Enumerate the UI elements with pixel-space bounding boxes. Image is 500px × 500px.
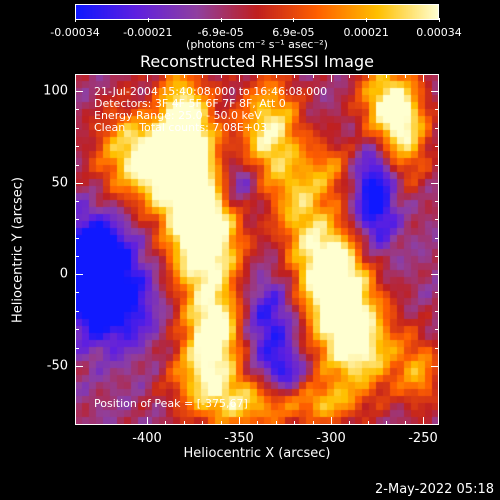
colorbar-tick-label: -0.00021: [123, 26, 173, 39]
colorbar-tick-label: 6.9e-05: [272, 26, 315, 39]
tick-mark: [75, 219, 79, 221]
tick-mark: [257, 74, 259, 78]
tick-mark: [220, 421, 222, 425]
tick-mark: [75, 347, 79, 349]
tick-mark: [386, 74, 388, 78]
tick-mark: [239, 417, 240, 425]
colorbar-tick-mark: [366, 18, 368, 22]
tick-mark: [312, 421, 314, 425]
tick-mark: [183, 421, 185, 425]
tick-mark: [275, 421, 277, 425]
x-tick-label: -350: [224, 431, 254, 446]
x-tick-label: -250: [408, 431, 438, 446]
tick-mark: [183, 74, 185, 78]
tick-mark: [75, 91, 83, 92]
y-tick-label: 50: [51, 175, 68, 191]
tick-mark: [349, 74, 351, 78]
colorbar-tick-label: 0.00021: [343, 26, 389, 39]
tick-mark: [423, 74, 424, 82]
tick-mark: [75, 183, 83, 184]
tick-mark: [220, 74, 222, 78]
tick-mark: [435, 164, 439, 166]
x-tick-label: -400: [132, 431, 162, 446]
tick-mark: [257, 421, 259, 425]
colorbar-tick-mark: [147, 18, 149, 22]
colorbar-tick-label: -0.00034: [50, 26, 100, 39]
tick-mark: [165, 74, 167, 78]
y-axis-label: Heliocentric Y (arcsec): [10, 177, 26, 323]
tick-mark: [431, 366, 439, 367]
tick-mark: [435, 237, 439, 239]
tick-mark: [147, 417, 148, 425]
tick-mark: [75, 109, 79, 111]
plot-title: Reconstructed RHESSI Image: [140, 52, 374, 71]
tick-mark: [367, 421, 369, 425]
tick-mark: [165, 421, 167, 425]
tick-mark: [435, 146, 439, 148]
tick-mark: [75, 237, 79, 239]
tick-mark: [147, 74, 148, 82]
tick-mark: [404, 421, 406, 425]
annotation-energy-range: Energy Range: 25.0 - 50.0 keV: [94, 109, 262, 122]
annotation-total-counts: Clean Total counts: 7.08E+03: [94, 121, 268, 134]
y-tick-label: 100: [43, 83, 68, 99]
annotation-time-range: 21-Jul-2004 15:40:08.000 to 16:46:08.000: [94, 85, 328, 98]
rhessi-image: [75, 74, 439, 425]
tick-mark: [75, 146, 79, 148]
colorbar-tick-mark: [220, 18, 222, 22]
colorbar-tick-mark: [439, 18, 440, 22]
colorbar-units: (photons cm⁻² s⁻¹ asec⁻²): [186, 38, 328, 51]
tick-mark: [386, 421, 388, 425]
tick-mark: [435, 329, 439, 331]
tick-mark: [435, 255, 439, 257]
tick-mark: [404, 74, 406, 78]
tick-mark: [275, 74, 277, 78]
colorbar-tick-mark: [75, 18, 76, 22]
tick-mark: [435, 292, 439, 294]
tick-mark: [435, 109, 439, 111]
tick-mark: [331, 417, 332, 425]
tick-mark: [331, 74, 332, 82]
tick-mark: [75, 329, 79, 331]
tick-mark: [75, 292, 79, 294]
tick-mark: [75, 164, 79, 166]
tick-mark: [202, 74, 204, 78]
tick-mark: [75, 366, 83, 367]
tick-mark: [435, 347, 439, 349]
colorbar: [75, 4, 439, 20]
tick-mark: [423, 417, 424, 425]
x-tick-label: -300: [316, 431, 346, 446]
y-tick-label: 0: [59, 266, 68, 282]
tick-mark: [349, 421, 351, 425]
tick-mark: [431, 183, 439, 184]
x-axis-label: Heliocentric X (arcsec): [183, 446, 331, 461]
annotation-detectors: Detectors: 3F 4F 5F 6F 7F 8F, Att 0: [94, 97, 286, 110]
tick-mark: [294, 421, 296, 425]
tick-mark: [431, 91, 439, 92]
y-tick-label: -50: [46, 358, 68, 374]
peak-position-label: Position of Peak = [-375,67]: [94, 397, 248, 410]
tick-mark: [75, 127, 79, 129]
tick-mark: [435, 310, 439, 312]
tick-mark: [367, 74, 369, 78]
colorbar-tick-label: -6.9e-05: [197, 26, 244, 39]
colorbar-tick-label: 0.00034: [416, 26, 462, 39]
tick-mark: [75, 274, 83, 275]
tick-mark: [312, 74, 314, 78]
tick-mark: [75, 255, 79, 257]
colorbar-tick-mark: [293, 18, 295, 22]
tick-mark: [294, 74, 296, 78]
tick-mark: [435, 219, 439, 221]
timestamp: 2-May-2022 05:18: [375, 482, 494, 497]
tick-mark: [239, 74, 240, 82]
tick-mark: [202, 421, 204, 425]
tick-mark: [435, 127, 439, 129]
tick-mark: [435, 201, 439, 203]
tick-mark: [75, 310, 79, 312]
tick-mark: [431, 274, 439, 275]
tick-mark: [75, 201, 79, 203]
